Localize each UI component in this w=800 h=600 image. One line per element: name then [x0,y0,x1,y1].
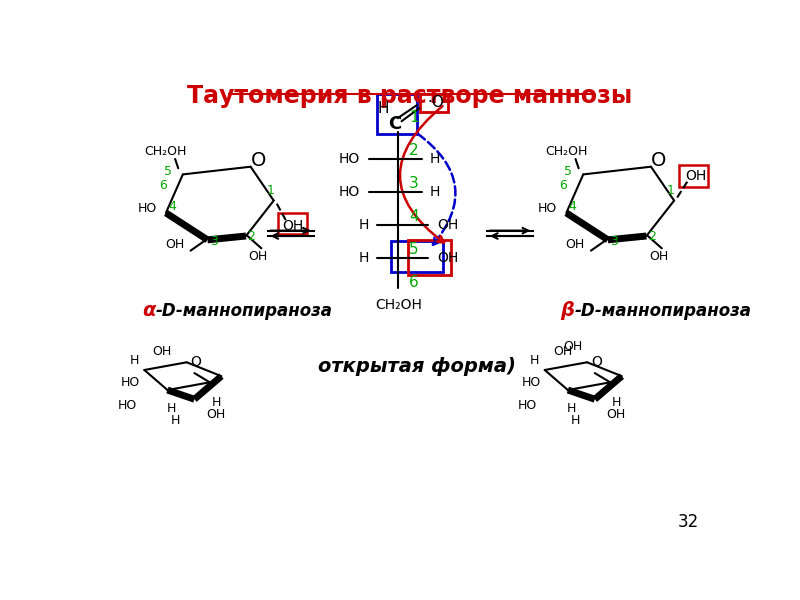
Text: H: H [567,402,576,415]
Text: OH: OH [165,238,184,251]
Text: HO: HO [122,376,141,389]
Text: 3: 3 [410,176,419,191]
Text: 1: 1 [667,184,675,197]
Text: ·O: ·O [428,95,445,110]
Text: 5: 5 [410,242,419,257]
Text: HO: HO [338,152,360,166]
Text: 4: 4 [569,200,577,213]
Text: 5: 5 [565,165,573,178]
Text: O: O [250,151,266,170]
Text: 2: 2 [648,230,656,243]
Text: OH: OH [153,345,172,358]
Bar [377,94,417,134]
Text: H: H [170,415,180,427]
Text: 1: 1 [266,184,274,197]
Text: Таутомерия в растворе маннозы: Таутомерия в растворе маннозы [187,83,633,107]
Bar [678,165,708,187]
Text: 6: 6 [159,179,166,191]
Text: OH: OH [553,345,572,358]
Text: H: H [430,152,440,166]
Text: 4: 4 [410,209,419,224]
Text: H: H [530,354,539,367]
Bar [420,94,448,112]
FancyArrowPatch shape [400,106,444,243]
Text: HO: HO [518,399,537,412]
Text: O: O [651,151,666,170]
Text: CH₂OH: CH₂OH [545,145,587,158]
Text: CH₂OH: CH₂OH [375,298,422,313]
Text: OH: OH [249,250,268,263]
Text: HO: HO [138,202,157,215]
Text: 1: 1 [410,110,419,125]
Text: OH: OH [206,408,226,421]
Text: HO: HO [522,376,541,389]
Text: H: H [166,402,176,415]
Text: 32: 32 [678,514,699,532]
Text: α: α [142,301,155,320]
Text: β: β [560,301,574,320]
Text: OH: OH [564,340,583,353]
Text: HO: HO [118,399,137,412]
Text: H: H [130,354,139,367]
Text: OH: OH [685,169,706,183]
Text: OH: OH [282,219,303,233]
Text: OH: OH [649,250,668,263]
Text: 5: 5 [164,165,172,178]
Text: OH: OH [437,251,458,265]
Bar [390,241,443,272]
Text: H: H [612,396,621,409]
Text: H: H [378,101,389,116]
Text: 6: 6 [410,275,419,290]
Text: открытая форма): открытая форма) [318,356,515,376]
Text: HO: HO [538,202,557,215]
Text: O: O [591,355,602,369]
Text: H: H [211,396,221,409]
Text: H: H [359,218,369,232]
Text: 6: 6 [559,179,567,191]
Text: CH₂OH: CH₂OH [145,145,187,158]
Text: 2: 2 [410,143,419,158]
Text: -D-маннопираноза: -D-маннопираноза [574,302,752,320]
Text: HO: HO [338,185,360,199]
Text: OH: OH [437,218,458,232]
Text: H: H [430,185,440,199]
Text: OH: OH [606,408,626,421]
Bar [278,213,307,235]
FancyArrowPatch shape [418,134,455,245]
Text: C: C [388,115,402,133]
Text: -D-маннопираноза: -D-маннопираноза [156,302,333,320]
Text: 3: 3 [610,235,618,248]
Text: H: H [571,415,580,427]
Bar [408,240,451,275]
Text: 2: 2 [247,230,255,243]
Text: 4: 4 [168,200,176,213]
Text: H: H [359,251,369,265]
Text: OH: OH [566,238,585,251]
Text: O: O [190,355,202,369]
Text: 3: 3 [210,235,218,248]
